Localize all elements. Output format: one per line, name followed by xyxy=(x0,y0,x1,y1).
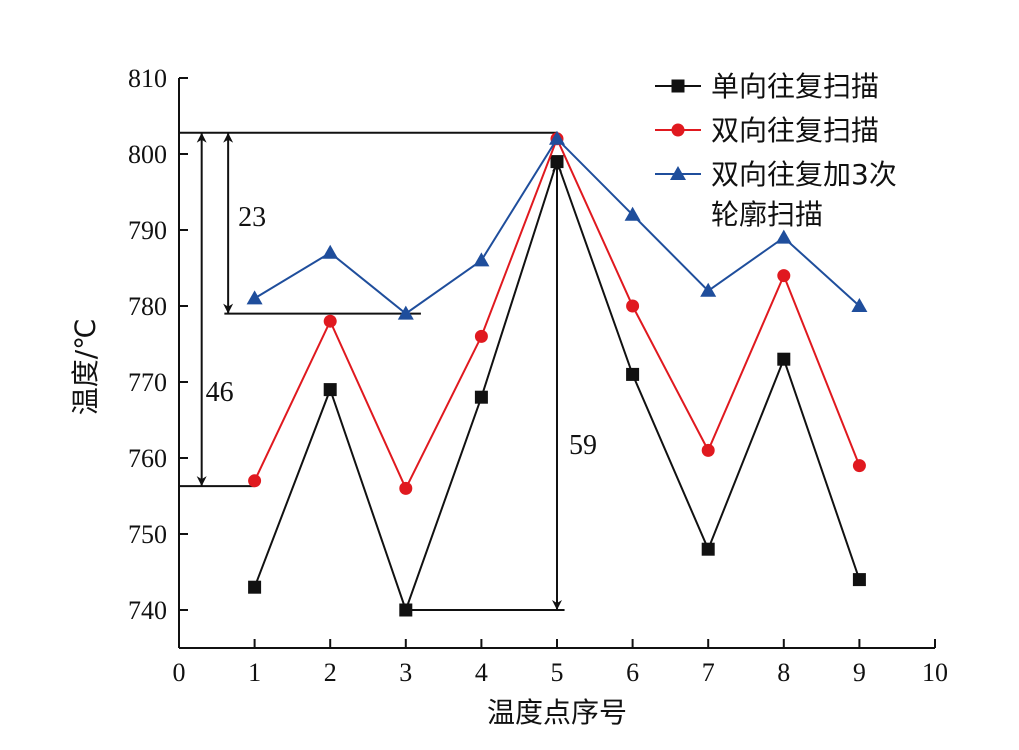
legend-marker xyxy=(671,123,685,137)
legend-label: 单向往复扫描 xyxy=(711,70,879,103)
y-tick-label: 800 xyxy=(128,140,167,169)
data-point xyxy=(852,459,866,473)
data-point xyxy=(549,130,565,145)
x-tick-label: 6 xyxy=(626,658,639,687)
data-point xyxy=(550,155,564,169)
data-point xyxy=(624,206,641,221)
legend-marker xyxy=(670,166,686,180)
x-tick-label: 3 xyxy=(399,658,412,687)
data-point xyxy=(775,229,792,244)
x-tick-label: 8 xyxy=(777,658,790,687)
y-tick-label: 760 xyxy=(128,444,167,473)
data-point xyxy=(399,481,413,495)
data-point xyxy=(701,542,715,556)
data-point xyxy=(399,603,413,617)
x-tick-label: 2 xyxy=(324,658,337,687)
data-point xyxy=(700,282,717,297)
y-axis-title: 温度/℃ xyxy=(69,318,102,415)
annotations: 23 46 59 xyxy=(179,131,597,611)
legend-label: 双向往复加3次 xyxy=(711,158,897,191)
data-point xyxy=(851,298,868,312)
data-point xyxy=(397,305,414,320)
series-1 xyxy=(248,155,866,617)
x-tick-label: 5 xyxy=(551,658,564,687)
series-3 xyxy=(246,130,868,320)
data-point xyxy=(701,443,715,457)
data-point xyxy=(474,390,488,404)
data-point xyxy=(626,299,640,313)
x-tick-label: 10 xyxy=(922,658,948,687)
data-point xyxy=(473,252,490,267)
y-tick-label: 770 xyxy=(128,368,167,397)
legend-label: 轮廓扫描 xyxy=(711,198,823,231)
legend-label: 双向往复扫描 xyxy=(711,114,879,147)
data-point xyxy=(474,329,488,343)
x-tick-label: 9 xyxy=(853,658,866,687)
legend-marker xyxy=(671,79,685,93)
series-group xyxy=(246,130,868,617)
x-axis-title: 温度点序号 xyxy=(487,696,627,729)
y-tick-label: 780 xyxy=(128,292,167,321)
difference-label: 59 xyxy=(569,430,597,461)
data-point xyxy=(626,367,640,381)
data-point xyxy=(248,474,262,488)
data-point xyxy=(323,383,337,397)
x-tick-label: 0 xyxy=(173,658,186,687)
data-point xyxy=(777,352,791,366)
data-point xyxy=(852,573,866,587)
data-point xyxy=(322,244,339,259)
y-tick-label: 750 xyxy=(128,520,167,549)
x-tick-label: 4 xyxy=(475,658,488,687)
y-tick-label: 790 xyxy=(128,216,167,245)
data-point xyxy=(777,269,791,283)
data-point xyxy=(323,314,337,328)
difference-label: 46 xyxy=(206,377,234,408)
x-tick-label: 7 xyxy=(702,658,715,687)
y-tick-label: 740 xyxy=(128,596,167,625)
y-tick-label: 810 xyxy=(128,64,167,93)
data-point xyxy=(246,290,263,305)
difference-label: 23 xyxy=(238,202,266,233)
data-point xyxy=(248,580,262,594)
x-tick-label: 1 xyxy=(248,658,261,687)
